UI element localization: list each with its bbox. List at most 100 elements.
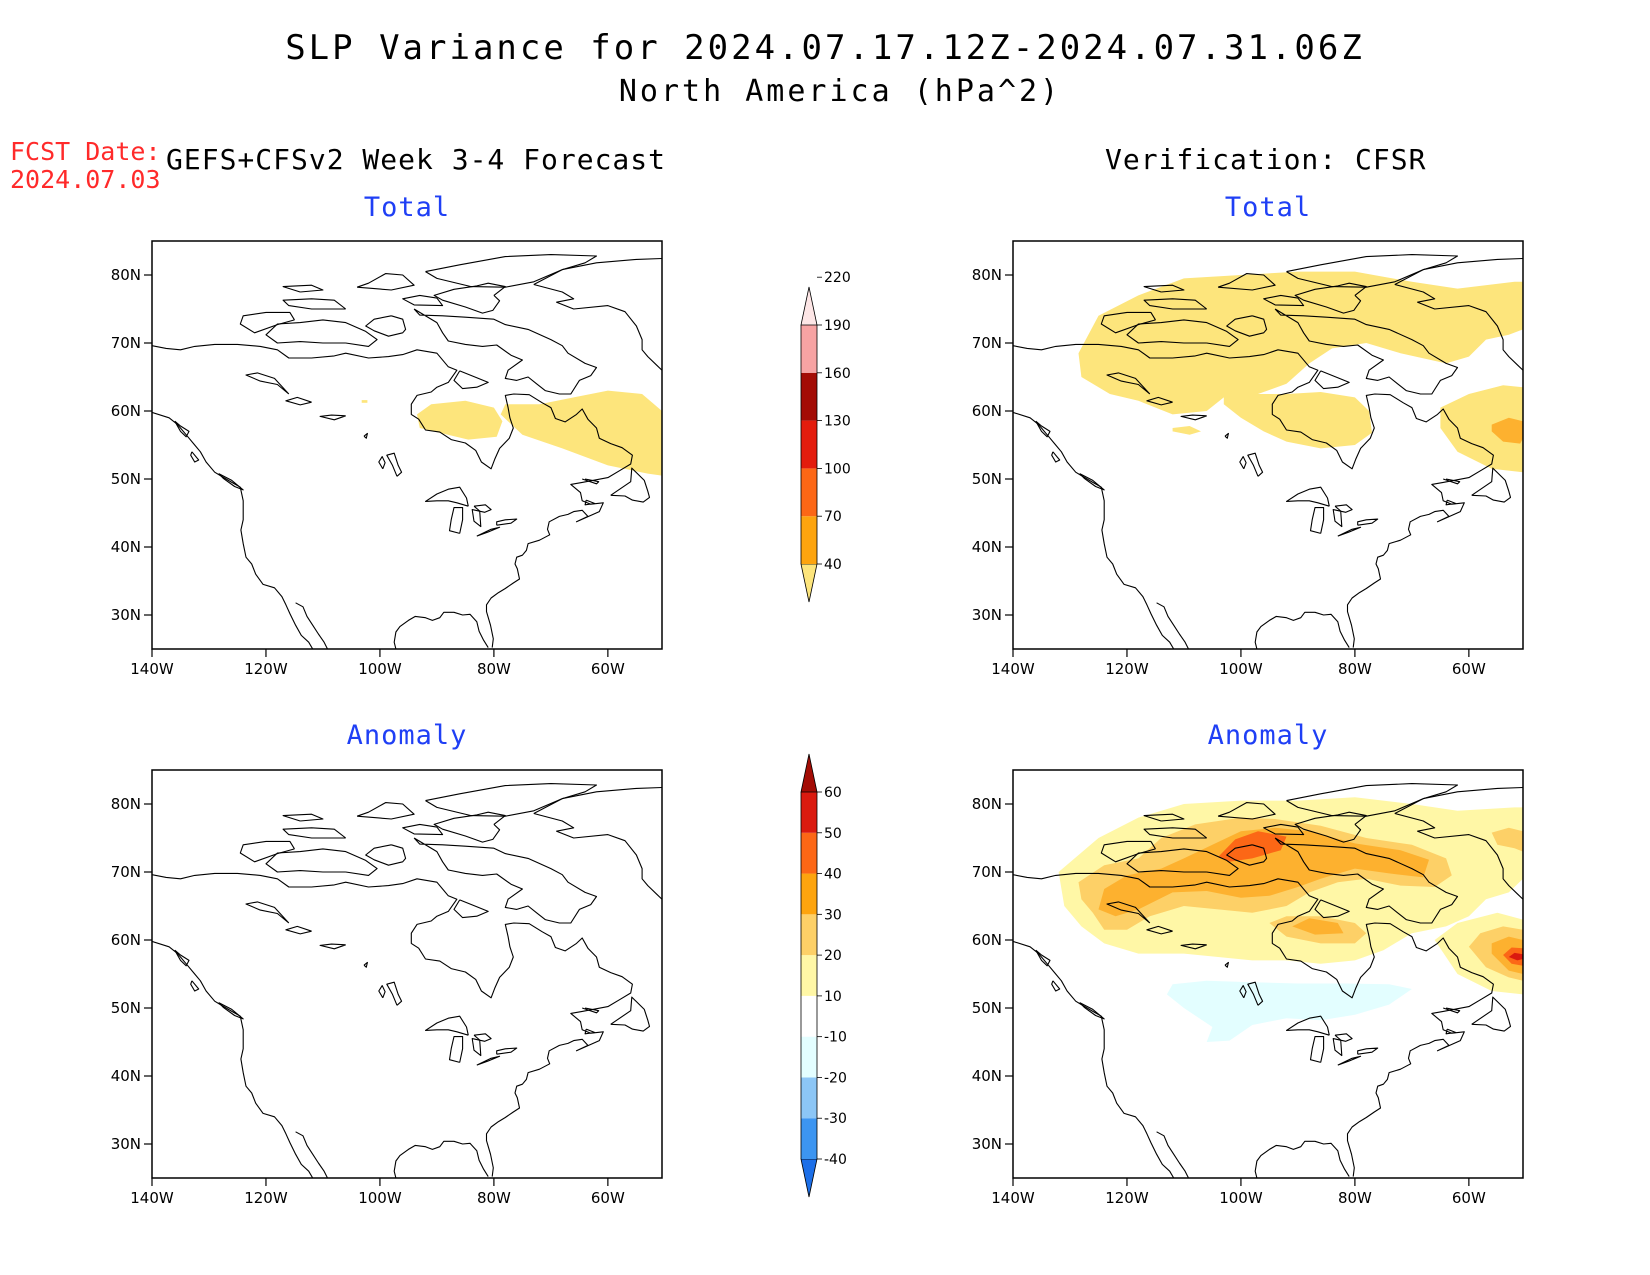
- lat-tick-label: 60N: [111, 402, 141, 420]
- coastline: [1180, 414, 1207, 421]
- coastline: [319, 943, 346, 950]
- colorbar-segment: [801, 1077, 817, 1119]
- coastline: [1443, 1007, 1461, 1014]
- coastline: [1471, 467, 1512, 503]
- coastline: [393, 611, 489, 649]
- colorbar-label: 220: [824, 270, 851, 286]
- coastline: [471, 504, 492, 528]
- fcst-anom-plot-area: [152, 783, 662, 1178]
- colorbar-segment: [801, 914, 817, 956]
- coastline: [476, 526, 501, 537]
- coastline: [190, 980, 200, 992]
- shaded-region: [1223, 390, 1372, 449]
- coastline: [1079, 473, 1105, 491]
- coastline: [1394, 786, 1523, 814]
- coastline: [1226, 844, 1268, 866]
- shaded-region: [1508, 952, 1523, 961]
- colorbar-label: -20: [824, 1070, 847, 1086]
- coastline: [1445, 499, 1457, 506]
- forecast-date-value: 2024.07.03: [10, 165, 161, 194]
- map-frame: [151, 240, 663, 650]
- coastline: [1013, 872, 1494, 1177]
- lat-tick-label: 50N: [972, 470, 1002, 488]
- coastline: [1471, 996, 1512, 1032]
- forecast-date: FCST Date: 2024.07.03: [10, 138, 161, 194]
- shaded-region: [1218, 831, 1287, 862]
- coastline: [425, 254, 598, 288]
- ver-total-plot-area: [1013, 254, 1523, 649]
- lon-tick-label: 140W: [991, 660, 1035, 678]
- colorbar-segment: [801, 372, 817, 421]
- coastline: [245, 901, 290, 924]
- map-frame: [151, 769, 663, 1179]
- forecast-anomaly-title: Anomaly: [346, 720, 468, 751]
- coastline: [386, 981, 403, 1006]
- main-subtitle: North America (hPa^2): [618, 74, 1062, 109]
- coastline: [285, 925, 312, 935]
- coastline: [1143, 284, 1185, 293]
- coastline: [1146, 396, 1173, 406]
- coastline: [363, 961, 368, 968]
- coastline: [1314, 899, 1350, 919]
- coastline: [285, 396, 312, 406]
- shaded-region: [1172, 426, 1201, 435]
- coastline: [533, 283, 662, 371]
- coastline: [152, 411, 314, 649]
- coastline: [1254, 1140, 1350, 1178]
- coastline: [265, 848, 378, 876]
- coastline: [174, 420, 190, 438]
- lon-tick-label: 100W: [358, 1189, 402, 1207]
- coastline: [476, 1055, 501, 1066]
- shaded-region: [417, 400, 503, 440]
- coastline: [239, 840, 295, 863]
- map-frame: [1012, 240, 1524, 650]
- lon-tick-label: 100W: [358, 660, 402, 678]
- lat-tick-label: 30N: [111, 606, 141, 624]
- ver-anom-map: 140W 120W 100W 80W 60W 30N 40N 50N 60N 70N 80N: [972, 769, 1524, 1207]
- coastline: [282, 298, 347, 310]
- coastline: [533, 786, 662, 814]
- coastline: [1247, 452, 1264, 477]
- lon-tick-label: 80W: [477, 1189, 511, 1207]
- coastline: [365, 844, 407, 866]
- coastline: [1294, 811, 1367, 843]
- map-frame: [1012, 769, 1524, 1179]
- lat-tick-label: 60N: [972, 931, 1002, 949]
- coastline: [1146, 925, 1173, 935]
- coastline: [245, 372, 290, 395]
- lon-tick-label: 60W: [1452, 1189, 1486, 1207]
- coastline: [1126, 848, 1239, 876]
- shaded-region: [1491, 827, 1523, 852]
- lon-tick-label: 140W: [991, 1189, 1035, 1207]
- coastline: [363, 432, 368, 439]
- coastline: [378, 456, 386, 470]
- coastline: [1143, 298, 1208, 310]
- coastline: [1126, 319, 1239, 347]
- coastline: [1332, 504, 1353, 528]
- colorbar-label: 160: [824, 366, 851, 382]
- coastline: [1217, 273, 1276, 291]
- lat-tick-label: 30N: [972, 606, 1002, 624]
- coastline: [1035, 949, 1051, 967]
- colorbar-label: 10: [824, 989, 842, 1005]
- lat-tick-label: 60N: [972, 402, 1002, 420]
- colorbar-end-high: [800, 286, 818, 326]
- coastline: [582, 1007, 600, 1014]
- forecast-total-title: Total: [363, 192, 451, 223]
- coastline: [1100, 311, 1156, 334]
- colorbar-label: 20: [824, 948, 842, 964]
- coastline: [1357, 1047, 1379, 1055]
- coastline: [1106, 901, 1151, 924]
- lat-tick-label: 80N: [972, 266, 1002, 284]
- coastline: [533, 812, 662, 900]
- lat-tick-label: 40N: [972, 1067, 1002, 1085]
- lon-tick-label: 60W: [591, 660, 625, 678]
- main-title: SLP Variance for 2024.07.17.12Z-2024.07.…: [285, 28, 1365, 68]
- colorbar-segment: [801, 325, 817, 373]
- lon-tick-label: 60W: [1452, 660, 1486, 678]
- coastline: [152, 872, 633, 1177]
- lat-tick-label: 70N: [111, 334, 141, 352]
- verification-header: Verification: CFSR: [1105, 143, 1427, 176]
- coastline: [471, 1033, 492, 1057]
- lat-tick-label: 50N: [111, 470, 141, 488]
